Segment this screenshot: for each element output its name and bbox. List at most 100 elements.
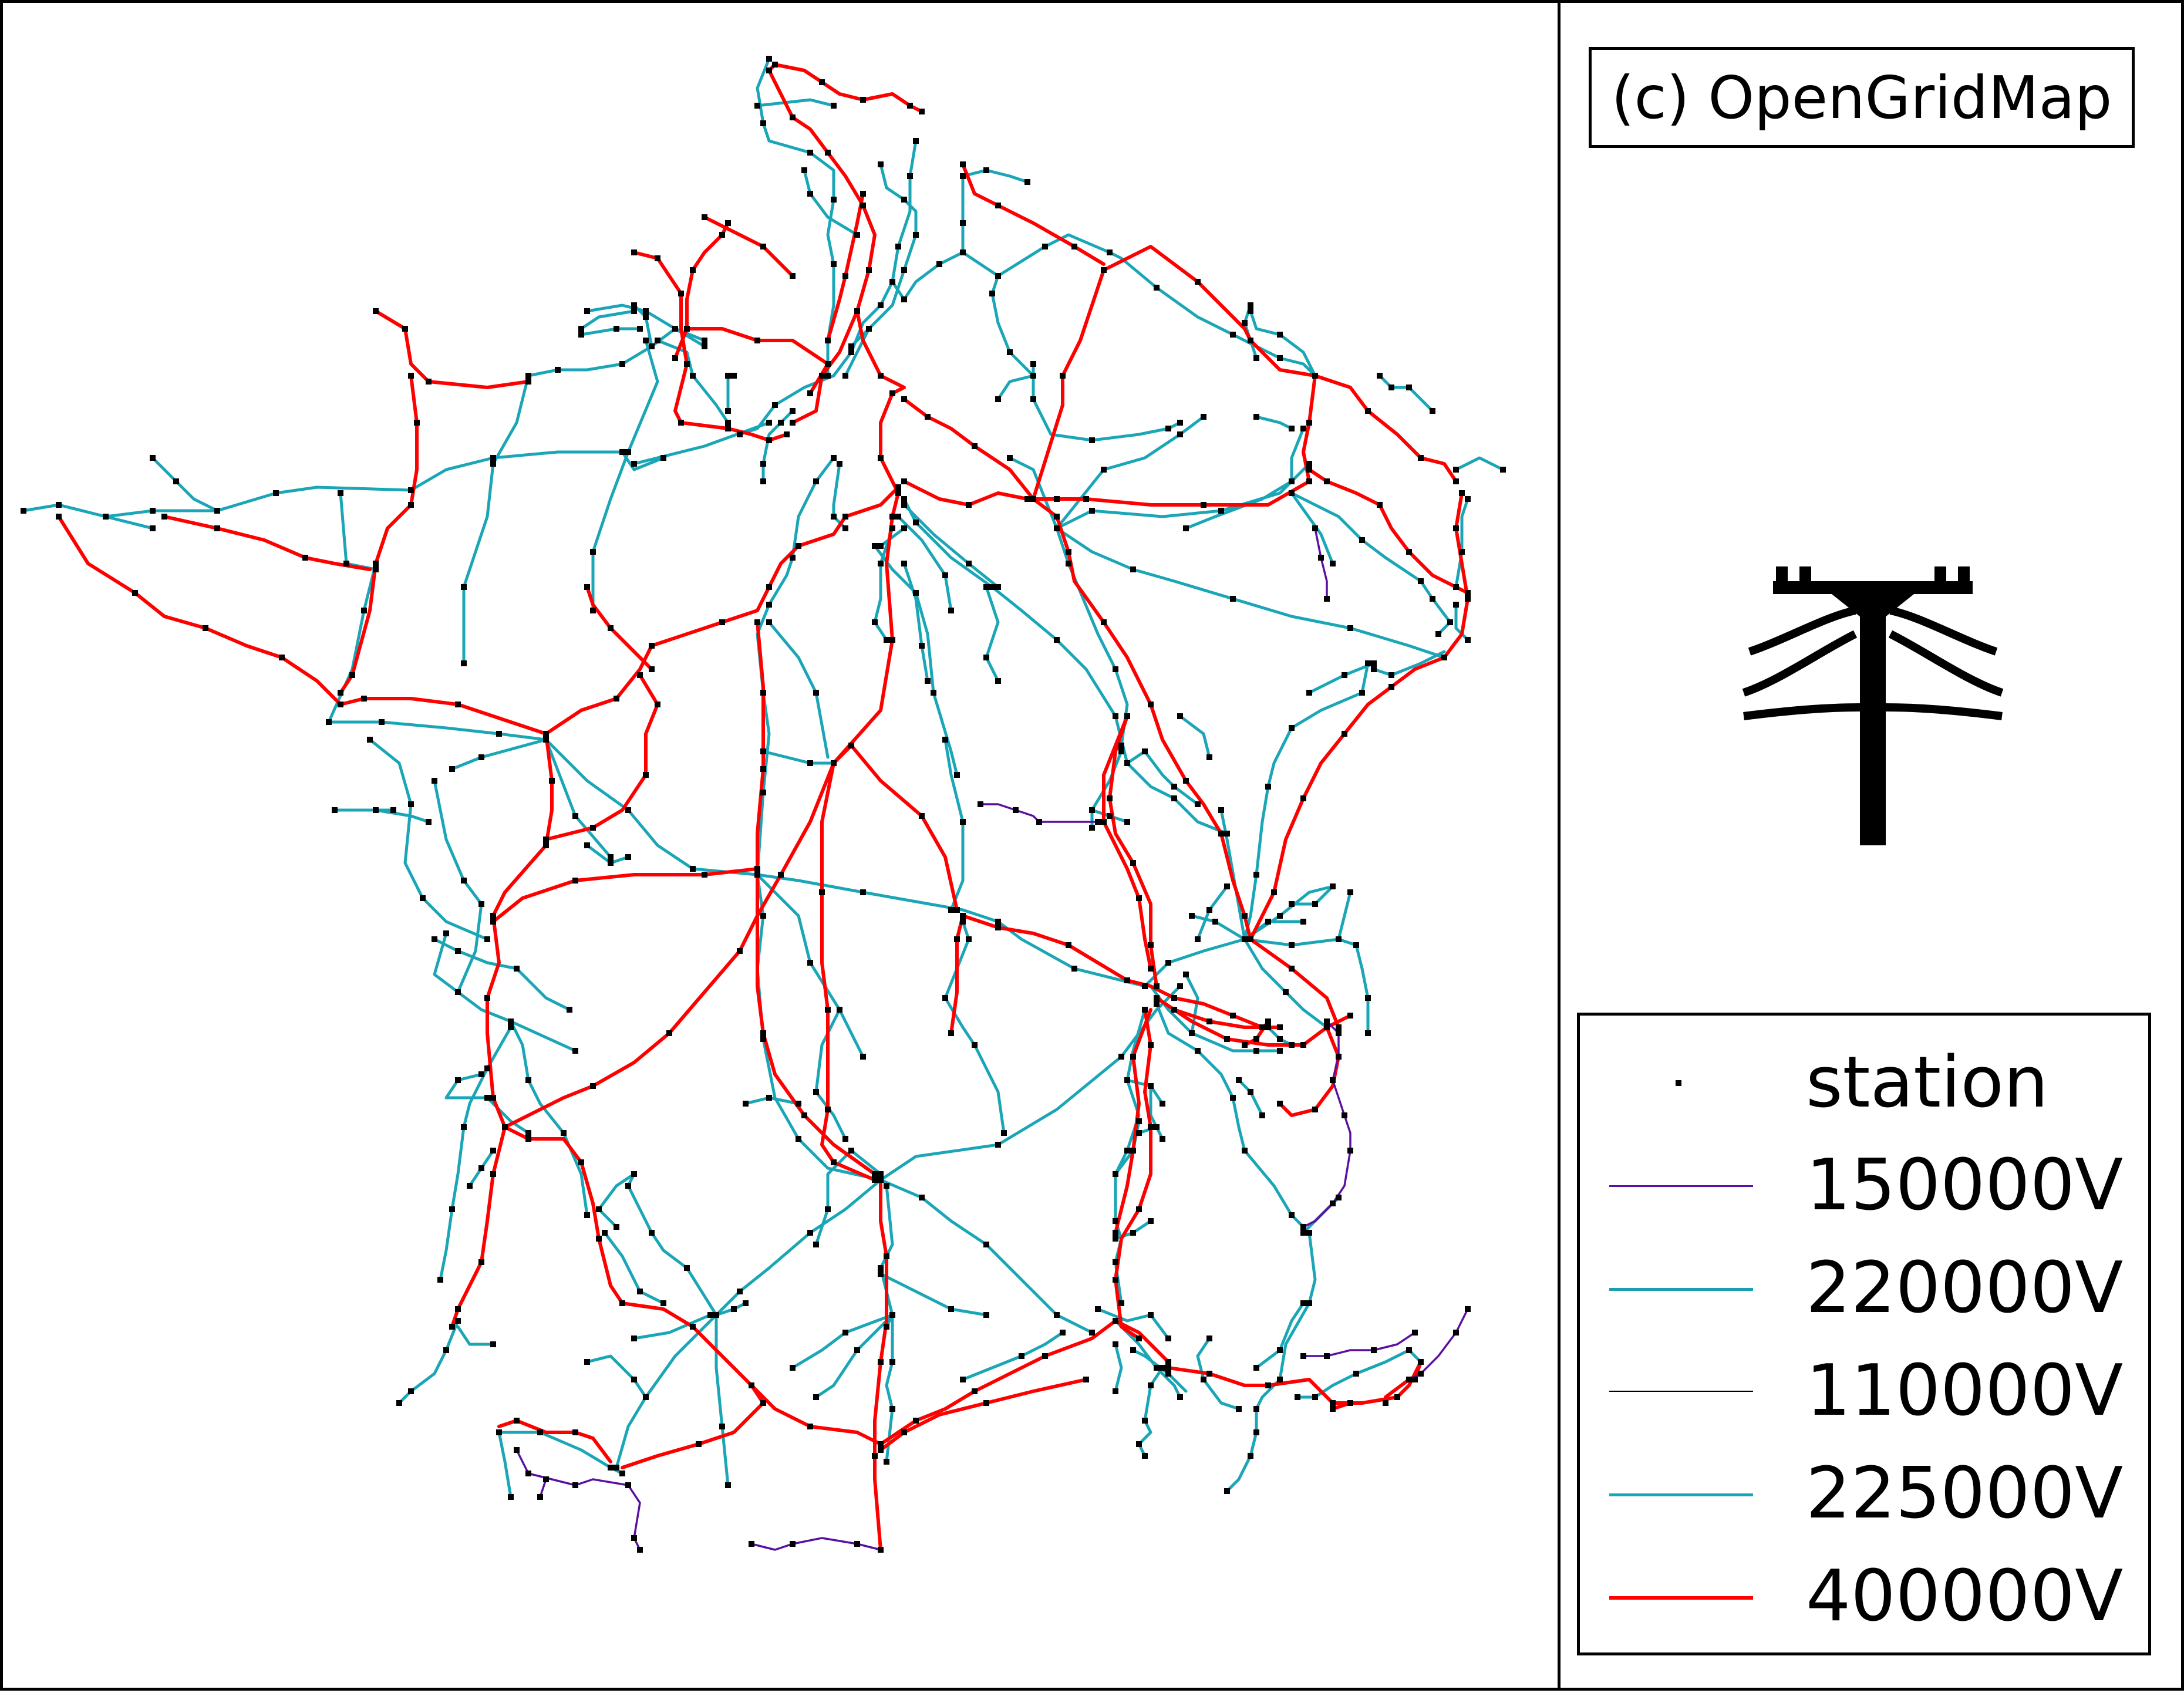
station-marker xyxy=(502,1124,508,1130)
station-marker xyxy=(1306,1230,1312,1236)
station-marker xyxy=(408,487,414,493)
station-marker xyxy=(1066,549,1071,555)
station-marker xyxy=(1365,408,1371,414)
station-marker xyxy=(614,696,619,702)
station-marker xyxy=(983,584,989,590)
station-marker xyxy=(813,1394,819,1400)
station-marker xyxy=(884,1459,889,1465)
station-marker xyxy=(878,373,884,379)
station-marker xyxy=(825,361,831,367)
station-marker xyxy=(1042,244,1048,249)
station-marker xyxy=(1071,244,1077,249)
station-marker xyxy=(1324,478,1330,484)
station-marker xyxy=(831,197,837,203)
station-marker xyxy=(1277,1101,1283,1107)
station-marker xyxy=(525,1130,531,1136)
station-marker xyxy=(1306,690,1312,696)
station-marker xyxy=(1324,1019,1330,1024)
station-marker xyxy=(919,1195,925,1200)
station-marker xyxy=(649,643,655,649)
station-marker xyxy=(1136,1130,1142,1136)
station-marker xyxy=(878,302,884,308)
station-marker xyxy=(1406,385,1412,390)
station-marker xyxy=(1242,913,1248,919)
station-marker xyxy=(514,966,520,972)
station-marker xyxy=(455,1318,461,1324)
station-markers xyxy=(21,56,1506,1553)
station-marker xyxy=(1330,561,1336,566)
station-marker xyxy=(866,326,872,332)
station-marker xyxy=(831,1159,837,1165)
station-marker xyxy=(1013,807,1019,813)
station-marker xyxy=(1300,1224,1306,1230)
station-marker xyxy=(1277,1377,1283,1382)
station-marker xyxy=(443,1347,449,1353)
station-marker xyxy=(760,790,766,795)
station-marker xyxy=(631,1535,637,1541)
station-marker xyxy=(878,561,884,566)
station-marker xyxy=(1289,478,1295,484)
station-marker xyxy=(766,1095,772,1101)
station-marker xyxy=(1459,490,1465,496)
station-marker xyxy=(1342,731,1347,737)
station-marker xyxy=(1371,666,1377,672)
station-marker xyxy=(1054,1312,1060,1318)
station-marker xyxy=(983,655,989,660)
station-marker xyxy=(684,361,690,367)
station-marker xyxy=(1206,1019,1212,1024)
station-marker xyxy=(1300,1230,1306,1236)
station-marker xyxy=(1253,1429,1259,1435)
station-marker xyxy=(1353,1371,1359,1377)
station-marker xyxy=(1353,942,1359,948)
station-marker xyxy=(214,525,220,531)
station-marker xyxy=(1459,549,1465,555)
station-marker xyxy=(514,1447,520,1453)
station-marker xyxy=(420,895,426,901)
station-marker xyxy=(1054,525,1060,531)
legend-label-150kv: 150000V xyxy=(1806,1145,2124,1226)
station-marker xyxy=(1060,1330,1066,1335)
station-marker xyxy=(966,502,972,508)
station-marker xyxy=(878,161,884,167)
station-marker xyxy=(766,56,772,62)
station-marker xyxy=(872,1171,878,1177)
station-marker xyxy=(643,772,649,778)
station-marker xyxy=(1224,1036,1230,1042)
station-marker xyxy=(1412,1330,1418,1335)
station-marker xyxy=(279,655,285,660)
station-marker xyxy=(966,561,972,566)
station-marker xyxy=(1113,1230,1118,1236)
station-marker xyxy=(842,514,848,520)
station-marker xyxy=(1189,913,1195,919)
station-marker xyxy=(132,590,138,596)
station-marker xyxy=(1336,1030,1342,1036)
station-marker xyxy=(432,778,437,784)
station-marker xyxy=(496,731,502,737)
station-marker xyxy=(1447,619,1453,625)
station-marker xyxy=(1347,889,1353,895)
station-marker xyxy=(678,420,684,426)
station-marker xyxy=(455,948,461,954)
station-marker xyxy=(478,1165,484,1171)
station-marker xyxy=(842,273,848,279)
station-marker xyxy=(807,1230,813,1236)
station-marker xyxy=(1118,748,1124,754)
station-marker xyxy=(766,68,772,73)
station-marker xyxy=(1289,1042,1295,1048)
station-marker xyxy=(1242,320,1248,326)
station-marker xyxy=(1371,660,1377,666)
station-marker xyxy=(1289,426,1295,431)
station-marker xyxy=(725,426,731,431)
station-marker xyxy=(978,801,983,807)
station-marker xyxy=(725,408,731,414)
station-marker xyxy=(1101,467,1107,473)
legend-label-110kv: 110000V xyxy=(1806,1350,2124,1432)
station-marker xyxy=(954,936,960,942)
station-marker xyxy=(508,1024,514,1030)
station-marker xyxy=(725,373,731,379)
station-marker xyxy=(1441,655,1447,660)
france-grid-svg xyxy=(21,56,1506,1553)
station-marker xyxy=(1430,408,1435,414)
station-marker xyxy=(878,543,884,549)
station-marker xyxy=(1212,919,1218,925)
